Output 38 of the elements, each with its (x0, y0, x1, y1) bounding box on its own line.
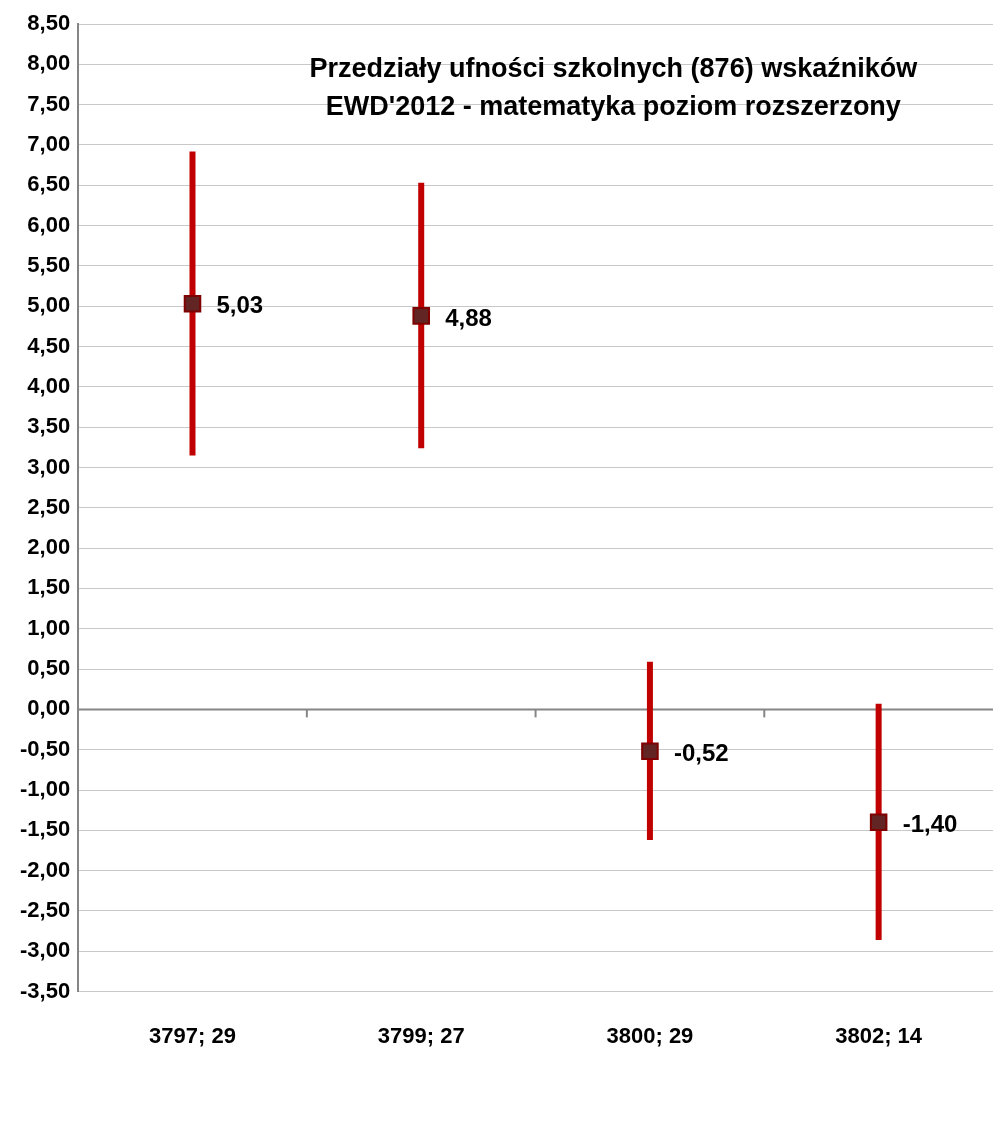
y-tick-label: -1,50 (19, 816, 71, 842)
y-tick-label: 2,00 (27, 534, 71, 560)
y-tick-label: 4,00 (27, 372, 71, 398)
y-tick-label: -3,50 (19, 977, 71, 1003)
data-label: -1,40 (902, 809, 958, 837)
y-tick-label: 8,00 (27, 50, 71, 76)
y-tick-label: 8,50 (27, 10, 71, 36)
y-tick-label: -0,50 (19, 735, 71, 761)
y-tick-label: 1,50 (27, 574, 71, 600)
data-label: 4,88 (445, 303, 492, 331)
point (869, 813, 888, 832)
x-tick-label: 3800; 29 (606, 1022, 694, 1048)
x-tick-label: 3802; 14 (835, 1022, 923, 1048)
point (183, 295, 202, 313)
y-tick-label: -2,00 (19, 856, 71, 882)
y-tick-label: 5,00 (27, 292, 71, 318)
y-tick-label: -2,50 (19, 897, 71, 923)
y-tick-label: 0,50 (27, 655, 71, 681)
y-tick-label: 0,00 (27, 695, 71, 721)
data-label: 5,03 (216, 291, 264, 319)
y-tick-label: 7,00 (27, 131, 71, 157)
y-tick-label: 6,00 (27, 211, 71, 237)
y-tick-label: 5,50 (27, 251, 71, 277)
x-tick-label: 3797; 29 (149, 1022, 236, 1048)
y-tick-label: 1,00 (27, 614, 71, 640)
x-tick-label: 3799; 27 (377, 1022, 465, 1048)
y-tick-label: 6,50 (27, 171, 71, 197)
y-tick-label: 4,50 (27, 332, 71, 358)
data-label: -0,52 (673, 738, 729, 766)
text: Przedziały ufności szkolnych (876) wskaźników EWD'2012 - matematyka poziom rozszerzony (309, 53, 919, 122)
point (641, 742, 659, 761)
point (412, 307, 430, 325)
y-tick-label: 7,50 (27, 90, 71, 116)
y-tick-label: 2,50 (27, 493, 71, 519)
y-tick-label: -3,00 (19, 937, 71, 963)
y-tick-label: 3,00 (27, 453, 71, 479)
y-tick-label: 3,50 (27, 413, 71, 439)
y-tick-label: -1,00 (19, 776, 71, 802)
